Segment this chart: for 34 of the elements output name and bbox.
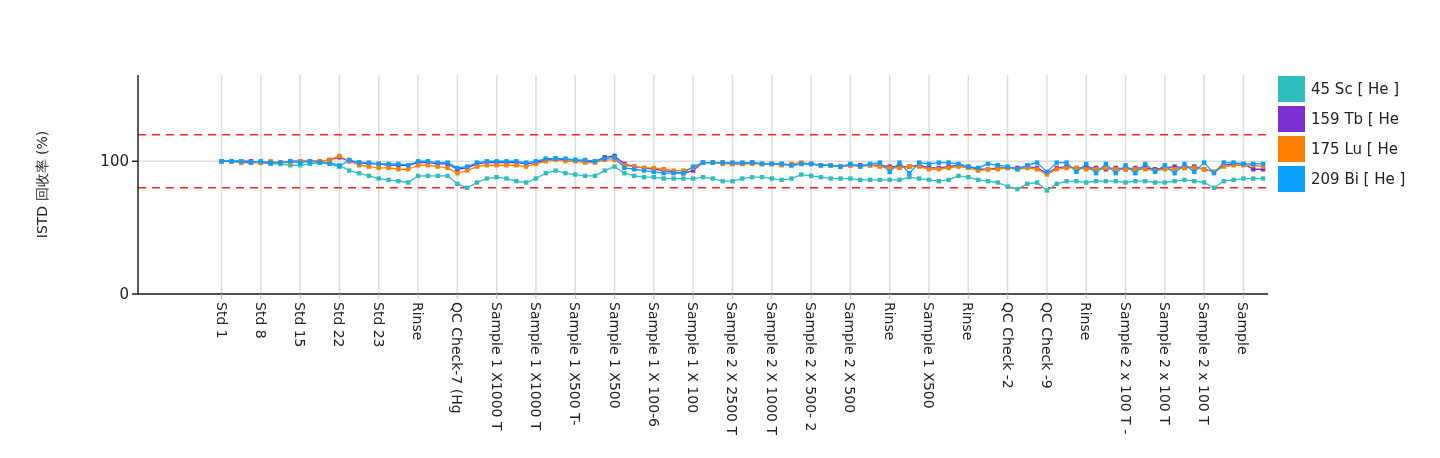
x-tick-label: Std 23	[370, 302, 387, 348]
x-tick-label: Rinse	[881, 302, 898, 341]
x-tick-label: Sample 1 X500	[606, 302, 623, 409]
x-tick-label: Rinse	[960, 302, 977, 341]
x-tick-label: Sample 2 X 1000 T	[763, 302, 780, 436]
y-tick-label: 0	[119, 285, 129, 303]
x-tick-label: Sample 1 X 100	[685, 302, 702, 414]
y-tick-label: 100	[100, 152, 129, 171]
x-tick-label: Std 22	[331, 302, 348, 348]
x-tick-label: Rinse	[1078, 302, 1095, 341]
x-tick-label: Sample 1 X500	[921, 302, 937, 409]
x-tick-label: Sample 2 x 100 T	[1156, 302, 1173, 426]
x-tick-label: Std 15	[292, 302, 309, 348]
x-tick-label: Rinse	[410, 302, 427, 341]
x-tick-label: Sample 1 X1000 T	[527, 302, 544, 431]
x-tick-label: Sample	[1235, 302, 1252, 355]
legend-label: 45 Sc [ He ]	[1311, 80, 1400, 98]
x-tick-label: Sample 1 X500 T-	[567, 302, 584, 426]
y-axis-title: ISTD 回收率 (%)	[34, 130, 50, 239]
x-tick-label: QC Check -2	[999, 302, 1016, 389]
x-tick-label: Std 1	[213, 302, 230, 339]
x-tick-label: Sample 2 x 100 T -	[1117, 302, 1134, 435]
x-tick-label: Sample 2 X 500- 2	[803, 302, 820, 432]
x-tick-label: QC Check -9	[1038, 302, 1055, 389]
x-tick-label: Sample 2 X 2500 T	[724, 302, 741, 436]
legend-label: 159 Tb [ He	[1311, 110, 1399, 128]
x-tick-label: QC Check-7 (Hg	[449, 302, 466, 414]
x-tick-label: Sample 2 x 100 T	[1196, 302, 1213, 426]
legend-label: 175 Lu [ He	[1311, 140, 1398, 158]
legend-label: 209 Bi [ He ]	[1311, 170, 1406, 188]
x-tick-label: Sample 2 X 500	[842, 302, 859, 414]
x-tick-label: Std 8	[252, 302, 269, 339]
x-tick-label: Sample 1 X1000 T	[488, 302, 505, 431]
x-tick-label: Sample 1 X 100-6	[645, 302, 662, 428]
